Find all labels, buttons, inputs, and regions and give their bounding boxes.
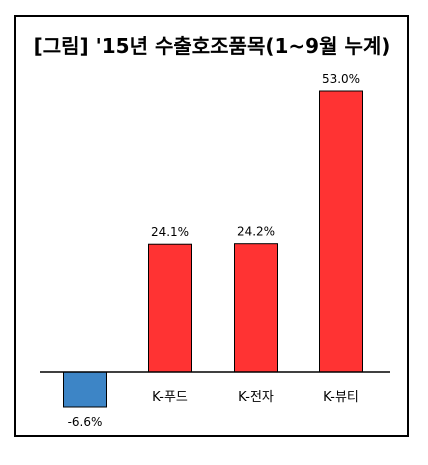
data-label: -6.6% (68, 415, 103, 429)
bar (319, 90, 363, 373)
bar (234, 243, 278, 373)
category-label: K-뷰티 (323, 390, 359, 405)
bar-group (63, 90, 363, 408)
bar (148, 243, 192, 373)
category-label: K-푸드 (152, 390, 188, 405)
bar (63, 371, 107, 408)
chart-title: [그림] '15년 수출호조품목(1~9월 누계) (34, 34, 391, 58)
label-group: -6.6% 24.1% K-푸드 24.2% K-전자 53.0% K-뷰티 (68, 72, 360, 429)
data-label: 53.0% (322, 72, 360, 86)
category-label: K-전자 (238, 390, 274, 405)
data-label: 24.2% (237, 225, 275, 239)
data-label: 24.1% (151, 225, 189, 239)
